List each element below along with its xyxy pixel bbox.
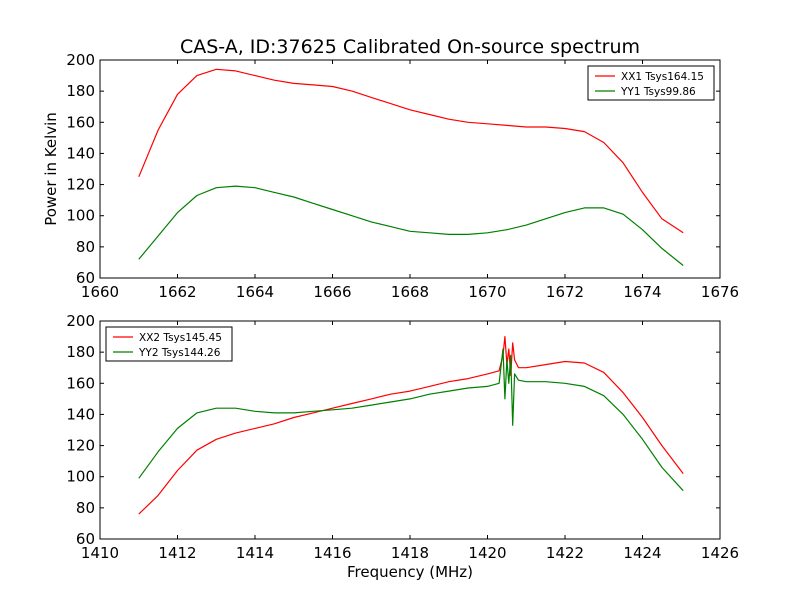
top-y-tick-label: 120 [66,176,95,194]
bottom-panel-lines [138,336,684,515]
top-y-tick-label: 80 [76,238,95,256]
bottom-y-tick-label: 200 [66,312,95,330]
bottom-y-tick-label: 60 [76,530,95,548]
top-x-tick-label: 1666 [313,283,351,301]
bottom-legend-box [105,326,233,362]
top-x-tick-label: 1674 [623,283,661,301]
bottom-y-tick-label: 140 [66,405,95,423]
bottom-legend-label-0: XX2 Tsys145.45 [139,332,222,344]
bottom-series-0-line [138,336,684,515]
bottom-x-tick-label: 1424 [623,544,661,562]
x-axis-label: Frequency (MHz) [347,563,473,581]
bottom-series-1-line [138,348,684,492]
top-series-0-line [138,68,684,234]
top-y-tick-label: 180 [66,82,95,100]
top-x-tick-label: 1664 [236,283,274,301]
bottom-x-tick-label: 1418 [391,544,429,562]
top-legend: XX1 Tsys164.15 YY1 Tsys99.86 [587,65,715,101]
top-x-tick-label: 1668 [391,283,429,301]
y-axis-label: Power in Kelvin [42,112,60,226]
top-x-tick-label: 1670 [468,283,506,301]
top-y-tick-label: 200 [66,51,95,69]
bottom-panel-ticks: 1410 1412 1414 1416 1418 1420 1422 1424 1426 60 80… [66,312,739,562]
bottom-x-tick-label: 1422 [546,544,584,562]
top-y-tick-label: 140 [66,144,95,162]
top-x-tick-label: 1672 [546,283,584,301]
top-panel-lines [138,68,684,266]
top-x-tick-label: 1662 [158,283,196,301]
bottom-x-tick-label: 1420 [468,544,506,562]
top-y-tick-label: 100 [66,207,95,225]
bottom-x-tick-label: 1414 [236,544,274,562]
bottom-x-tick-label: 1410 [81,544,119,562]
bottom-x-tick-label: 1412 [158,544,196,562]
bottom-y-tick-label: 120 [66,437,95,455]
top-legend-label-1: YY1 Tsys99.86 [620,86,696,98]
top-x-tick-label: 1676 [701,283,739,301]
top-x-tick-label: 1660 [81,283,119,301]
top-series-1-line [138,185,684,266]
top-legend-box [587,65,715,101]
bottom-y-tick-label: 100 [66,468,95,486]
top-panel-ticks: 1660 1662 1664 1666 1668 1670 1672 1674 1676 60 80… [66,51,739,301]
bottom-panel: 1410 1412 1414 1416 1418 1420 1422 1424 1426 60 80… [66,312,739,562]
top-y-tick-label: 160 [66,113,95,131]
bottom-legend-label-1: YY2 Tsys144.26 [138,347,221,359]
top-y-tick-label: 60 [76,269,95,287]
bottom-x-tick-label: 1416 [313,544,351,562]
bottom-y-tick-label: 180 [66,343,95,361]
top-panel: 1660 1662 1664 1666 1668 1670 1672 1674 1676 60 80… [66,51,739,301]
bottom-legend: XX2 Tsys145.45 YY2 Tsys144.26 [105,326,233,362]
figure-title: CAS-A, ID:37625 Calibrated On-source spe… [180,36,640,58]
bottom-x-tick-label: 1426 [701,544,739,562]
bottom-y-tick-label: 80 [76,499,95,517]
bottom-y-tick-label: 160 [66,374,95,392]
top-legend-label-0: XX1 Tsys164.15 [621,71,704,83]
